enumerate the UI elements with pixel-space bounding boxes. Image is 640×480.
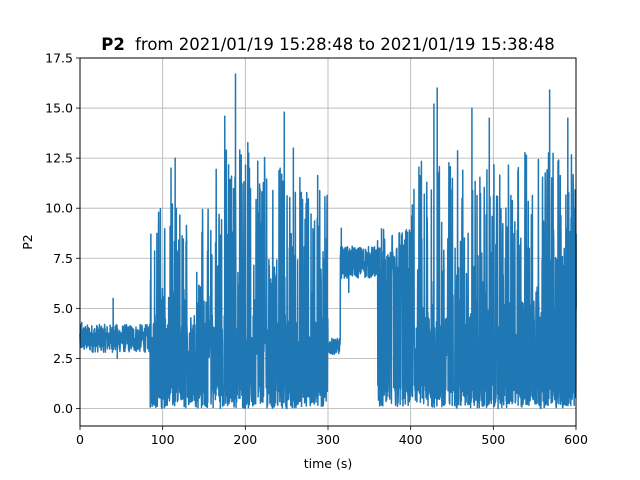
x-ticks: 0 100 200 300 400 500 600 xyxy=(76,426,588,447)
x-axis-label: time (s) xyxy=(304,456,352,471)
x-tick-label: 0 xyxy=(76,432,84,447)
y-tick-label: 15.0 xyxy=(45,101,73,116)
y-tick-label: 7.5 xyxy=(53,251,73,266)
y-axis-label: P2 xyxy=(20,234,35,250)
series-line xyxy=(79,73,577,410)
x-tick-label: 500 xyxy=(481,432,505,447)
y-tick-label: 17.5 xyxy=(45,51,73,66)
y-tick-label: 12.5 xyxy=(45,151,73,166)
y-tick-label: 5.0 xyxy=(53,301,73,316)
chart-title-rest: from 2021/01/19 15:28:48 to 2021/01/19 1… xyxy=(135,35,555,54)
y-tick-label: 0.0 xyxy=(53,401,73,416)
x-tick-label: 400 xyxy=(399,432,423,447)
plot-area xyxy=(79,73,577,410)
y-tick-label: 2.5 xyxy=(53,351,73,366)
y-ticks: 0.0 2.5 5.0 7.5 10.0 12.5 15.0 17.5 xyxy=(45,51,80,416)
chart-title: P2 from 2021/01/19 15:28:48 to 2021/01/1… xyxy=(101,35,554,54)
x-tick-label: 300 xyxy=(316,432,340,447)
x-tick-label: 100 xyxy=(151,432,175,447)
y-tick-label: 10.0 xyxy=(45,201,73,216)
x-tick-label: 200 xyxy=(233,432,257,447)
x-tick-label: 600 xyxy=(564,432,588,447)
chart-title-bold: P2 xyxy=(101,35,125,54)
